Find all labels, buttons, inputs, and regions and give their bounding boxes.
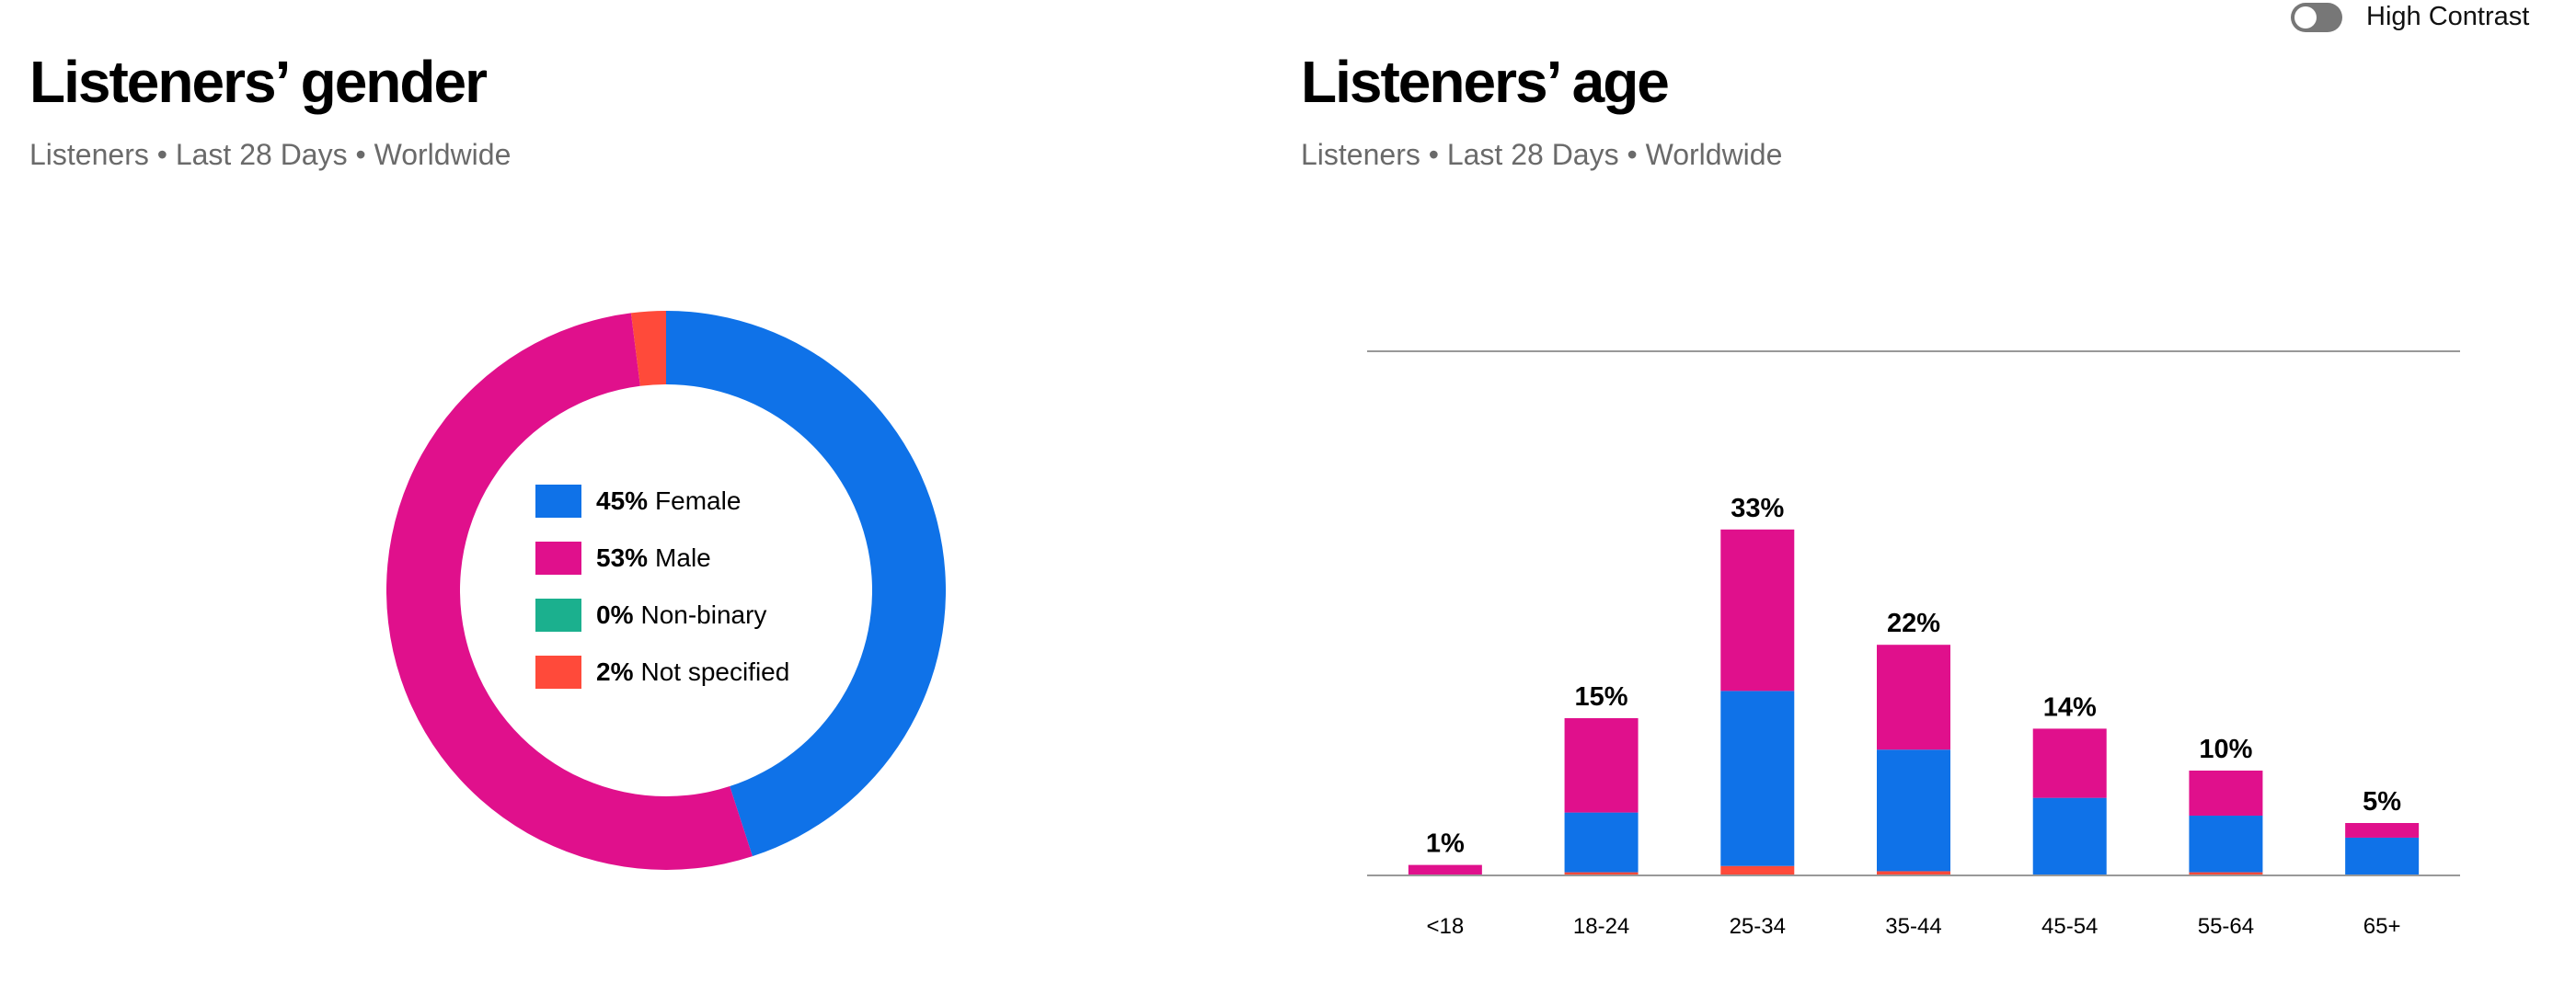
bar-segment-male[interactable] bbox=[1720, 529, 1795, 692]
bar-segment-male[interactable] bbox=[2345, 823, 2420, 838]
bar-total-label: 14% bbox=[2043, 692, 2097, 722]
legend-swatch bbox=[535, 656, 581, 689]
high-contrast-label: High Contrast bbox=[2366, 2, 2530, 31]
x-tick-label: <18 bbox=[1426, 914, 1464, 939]
legend-swatch bbox=[535, 599, 581, 632]
donut-slice-not-specified[interactable] bbox=[630, 311, 666, 386]
age-panel: Listeners’ age Listeners • Last 28 Days … bbox=[1301, 0, 2576, 1006]
legend-percent: 45% bbox=[596, 486, 649, 515]
x-tick-label: 65+ bbox=[2363, 914, 2401, 939]
legend-percent: 2% bbox=[596, 657, 634, 686]
gender-subtitle: Listeners • Last 28 Days • Worldwide bbox=[29, 138, 512, 171]
bar-segment-not_specified[interactable] bbox=[1564, 872, 1639, 875]
legend-label: Female bbox=[655, 486, 742, 515]
donut-slice-male[interactable] bbox=[386, 313, 753, 871]
legend-label: Non-binary bbox=[640, 600, 767, 629]
legend-item: 53% Male bbox=[535, 541, 789, 576]
legend-swatch bbox=[535, 485, 581, 518]
legend-item: 2% Not specified bbox=[535, 655, 789, 690]
bar-segment-not_specified[interactable] bbox=[2189, 872, 2263, 875]
bar-total-label: 5% bbox=[2363, 787, 2401, 817]
bar-total-label: 1% bbox=[1426, 829, 1465, 859]
legend-label: Male bbox=[655, 543, 711, 572]
x-tick-label: 18-24 bbox=[1573, 914, 1629, 939]
bar-segment-female[interactable] bbox=[1720, 691, 1795, 866]
bar-segment-female[interactable] bbox=[2345, 837, 2420, 875]
donut-slice-female[interactable] bbox=[666, 311, 946, 857]
bar-segment-male[interactable] bbox=[1564, 718, 1639, 813]
toggle-knob bbox=[2294, 6, 2317, 29]
x-tick-label: 25-34 bbox=[1730, 914, 1786, 939]
legend-swatch bbox=[535, 542, 581, 575]
bar-segment-not_specified[interactable] bbox=[1720, 865, 1795, 875]
legend-label: Not specified bbox=[640, 657, 790, 686]
bar-segment-female[interactable] bbox=[2032, 797, 2107, 875]
x-tick-label: 45-54 bbox=[2041, 914, 2098, 939]
gender-title: Listeners’ gender bbox=[29, 49, 488, 115]
bar-total-label: 10% bbox=[2199, 735, 2252, 764]
gender-panel: Listeners’ gender Listeners • Last 28 Da… bbox=[29, 0, 1225, 1006]
bar-total-label: 22% bbox=[1887, 609, 1940, 638]
bar-segment-male[interactable] bbox=[1877, 645, 1950, 750]
x-tick-label: 55-64 bbox=[2198, 914, 2254, 939]
age-bar-chart: 1% <18 15% 18-24 33% 25-34 22% 35-44 14% 45-54 10%… bbox=[1367, 350, 2460, 939]
x-tick-label: 35-44 bbox=[1885, 914, 1941, 939]
bar-segment-male[interactable] bbox=[1408, 864, 1482, 875]
age-title: Listeners’ age bbox=[1301, 49, 1670, 115]
bar-total-label: 33% bbox=[1731, 494, 1784, 523]
age-subtitle: Listeners • Last 28 Days • Worldwide bbox=[1301, 138, 1783, 171]
legend-percent: 0% bbox=[596, 600, 634, 629]
bar-total-label: 15% bbox=[1575, 682, 1628, 712]
gender-donut-chart bbox=[386, 311, 946, 871]
bar-segment-female[interactable] bbox=[2189, 816, 2263, 873]
bar-segment-male[interactable] bbox=[2189, 771, 2263, 817]
high-contrast-toggle-group: High Contrast bbox=[2291, 2, 2529, 32]
gender-legend: 45% Female 53% Male 0% Non-binary 2% Not specif… bbox=[535, 484, 789, 690]
legend-item: 45% Female bbox=[535, 484, 789, 519]
bar-segment-not_specified[interactable] bbox=[1877, 871, 1950, 875]
bar-segment-male[interactable] bbox=[2032, 728, 2107, 798]
bar-segment-female[interactable] bbox=[1564, 812, 1639, 873]
legend-item: 0% Non-binary bbox=[535, 598, 789, 633]
bar-segment-female[interactable] bbox=[1877, 749, 1950, 872]
high-contrast-toggle[interactable] bbox=[2291, 2, 2342, 32]
legend-percent: 53% bbox=[596, 543, 649, 572]
